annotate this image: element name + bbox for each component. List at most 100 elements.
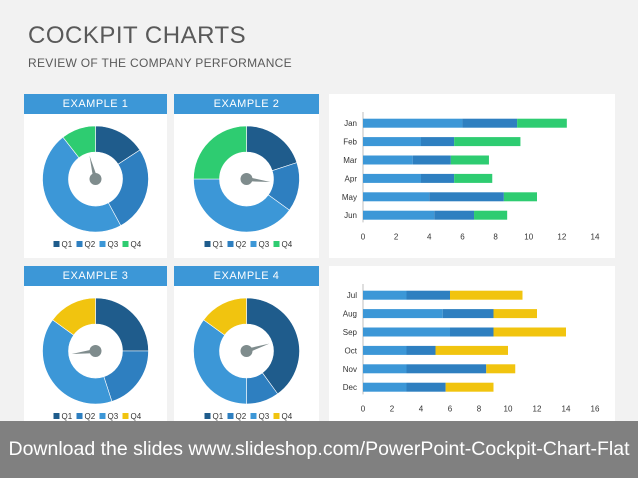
bar-segment — [450, 290, 523, 300]
legend-label-q1: Q1 — [213, 240, 224, 249]
legend-swatch-q1 — [53, 413, 60, 419]
legend-label-q2: Q2 — [85, 412, 96, 421]
gauge-hub — [89, 173, 102, 185]
y-tick-label: Apr — [345, 174, 358, 183]
bar-segment — [421, 137, 455, 147]
bar-segment — [406, 290, 450, 300]
bar-segment — [363, 345, 407, 355]
donut-slice-q1 — [246, 125, 298, 172]
x-tick-label: 0 — [361, 232, 366, 241]
bar-segment — [445, 382, 494, 392]
donut-slice-q4 — [52, 297, 96, 336]
x-tick-label: 6 — [460, 232, 465, 241]
gauge-panel-3: EXAMPLE 3 Q1 Q2 Q3 Q4 — [24, 266, 167, 430]
bar-segment — [363, 155, 413, 165]
bar-segment — [474, 210, 508, 220]
bar-chart-2: Jul Aug Sep Oct Nov Dec 0 2 4 6 8 10 12 14 16 — [343, 284, 600, 413]
y-tick-label: Jul — [347, 291, 357, 300]
donut-slice-q2 — [103, 350, 149, 402]
page-title: COCKPIT CHARTS — [28, 22, 247, 49]
donut-slice-q3 — [42, 136, 122, 233]
legend-swatch-q2 — [76, 413, 83, 419]
y-tick-label: Mar — [343, 156, 357, 165]
gauge-chart-3: Q1 Q2 Q3 Q4 — [42, 297, 149, 421]
legend-swatch-q3 — [99, 413, 106, 419]
legend-swatch-q4 — [122, 241, 129, 247]
bar-segment — [363, 173, 421, 183]
gauge-hub — [240, 173, 253, 185]
legend-swatch-q4 — [273, 241, 280, 247]
bar-segment — [363, 290, 407, 300]
donut-slice-q4 — [62, 125, 96, 159]
x-tick-label: 4 — [427, 232, 432, 241]
bar-segment — [434, 210, 475, 220]
gauge-panel-4: EXAMPLE 4 Q1 Q2 Q3 Q4 — [174, 266, 319, 430]
bar-segment — [412, 155, 451, 165]
donut-slice-q1 — [95, 297, 149, 352]
x-tick-label: 8 — [477, 404, 482, 413]
bar-segment — [363, 327, 450, 337]
legend-label-q1: Q1 — [213, 412, 224, 421]
legend-swatch-q2 — [227, 241, 234, 247]
bar-segment — [363, 137, 421, 147]
x-tick-label: 14 — [591, 232, 600, 241]
legend-swatch-q4 — [122, 413, 129, 419]
bar-segment — [450, 327, 494, 337]
x-tick-label: 0 — [361, 404, 366, 413]
legend-swatch-q1 — [53, 241, 60, 247]
bar-segment — [363, 118, 463, 128]
gauge-panel-2: EXAMPLE 2 Q1 Q2 Q3 Q4 — [174, 94, 319, 258]
donut-slice-q3 — [42, 319, 113, 405]
gauge-hub — [240, 345, 253, 357]
legend-label-q4: Q4 — [131, 412, 142, 421]
y-tick-label: Oct — [345, 346, 358, 355]
bar-segment — [363, 309, 443, 319]
donut-slice-q4 — [203, 297, 247, 336]
legend-label-q3: Q3 — [108, 240, 119, 249]
x-tick-label: 16 — [591, 404, 600, 413]
bar-segment — [442, 309, 494, 319]
bar-segment — [493, 327, 566, 337]
gauge-title-1: EXAMPLE 1 — [24, 94, 167, 114]
y-tick-label: Sep — [343, 328, 358, 337]
gauge-title-3: EXAMPLE 3 — [24, 266, 167, 286]
gauge-chart-1: Q1 Q2 Q3 Q4 — [42, 125, 149, 249]
legend-swatch-q1 — [204, 413, 211, 419]
donut-slice-q3 — [193, 178, 290, 233]
x-tick-label: 6 — [448, 404, 453, 413]
legend-label-q3: Q3 — [259, 240, 270, 249]
legend-swatch-q3 — [250, 413, 257, 419]
bar-segment — [406, 382, 446, 392]
donut-slice-q3 — [193, 319, 247, 405]
download-banner: Download the slides www.slideshop.com/Po… — [0, 421, 638, 478]
y-tick-label: Jan — [344, 119, 357, 128]
bar-segment — [503, 192, 537, 202]
gauge-chart-4: Q1 Q2 Q3 Q4 — [193, 297, 300, 421]
legend-swatch-q3 — [250, 241, 257, 247]
bar-panel-2: Jul Aug Sep Oct Nov Dec 0 2 4 6 8 10 12 14 16 — [329, 266, 615, 430]
bar-chart-1: Jan Feb Mar Apr May Jun 0 2 4 6 8 10 12 14 — [342, 112, 600, 241]
gauge-title-4: EXAMPLE 4 — [174, 266, 319, 286]
bar-segment — [462, 118, 518, 128]
bar-segment — [486, 364, 516, 374]
bar-segment — [435, 345, 508, 355]
bar-segment — [493, 309, 537, 319]
legend-label-q1: Q1 — [62, 240, 73, 249]
gauge-title-2: EXAMPLE 2 — [174, 94, 319, 114]
x-tick-label: 4 — [419, 404, 424, 413]
bar-segment — [406, 345, 436, 355]
y-tick-label: Dec — [343, 383, 357, 392]
bar-segment — [429, 192, 504, 202]
x-tick-label: 12 — [557, 232, 566, 241]
y-tick-label: Nov — [343, 365, 357, 374]
bar-segment — [406, 364, 487, 374]
legend-label-q3: Q3 — [259, 412, 270, 421]
donut-slice-q1 — [246, 297, 300, 395]
legend-label-q2: Q2 — [85, 240, 96, 249]
y-tick-label: Jun — [344, 211, 357, 220]
x-tick-label: 2 — [394, 232, 399, 241]
gauge-chart-2: Q1 Q2 Q3 Q4 — [193, 125, 300, 249]
donut-slice-q4 — [193, 125, 247, 180]
legend-swatch-q2 — [227, 413, 234, 419]
y-tick-label: Feb — [343, 138, 357, 147]
